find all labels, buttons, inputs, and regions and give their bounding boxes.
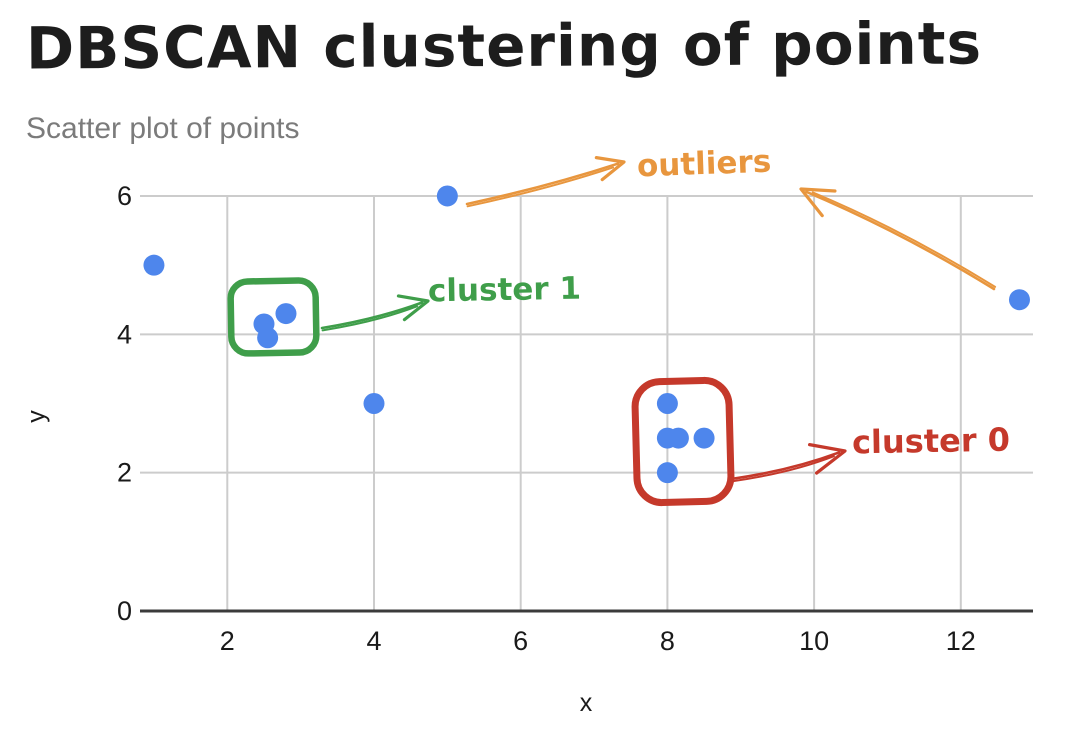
cluster1-arrow xyxy=(320,294,430,332)
scatter-points xyxy=(143,185,1030,484)
chart-subtitle: Scatter plot of points xyxy=(26,112,300,145)
data-point-cluster0 xyxy=(656,392,678,414)
y-tick-label: 4 xyxy=(117,319,132,349)
y-tick-label: 0 xyxy=(117,596,132,626)
cluster1-box xyxy=(227,277,320,357)
y-tick-label: 2 xyxy=(117,458,132,488)
data-point-cluster0 xyxy=(693,427,715,449)
x-tick-label: 2 xyxy=(220,626,235,656)
y-tick-label: 6 xyxy=(117,181,132,211)
data-point-cluster0 xyxy=(667,427,689,449)
annotation-label-cluster0: cluster 0 xyxy=(851,420,1011,462)
data-point-cluster0 xyxy=(656,462,678,484)
annotation-label-cluster1: cluster 1 xyxy=(427,270,582,310)
x-tick-label: 10 xyxy=(799,626,829,656)
tick-labels: 0 2 4 6 2 4 6 8 10 12 xyxy=(117,181,976,656)
data-point-cluster1 xyxy=(257,327,279,349)
cluster0-arrow xyxy=(729,443,847,483)
data-point-none xyxy=(363,392,385,414)
x-axis-title: x xyxy=(579,689,593,717)
cluster0-box xyxy=(631,376,735,507)
annotation-label-outliers: outliers xyxy=(636,143,772,185)
data-point-outlier xyxy=(436,185,458,207)
y-axis-title: y xyxy=(22,410,51,423)
data-point-cluster1 xyxy=(275,303,297,325)
data-point-outlier xyxy=(143,254,165,276)
data-point-outlier xyxy=(1008,289,1030,311)
outlier-arrow-left xyxy=(465,156,626,208)
x-tick-label: 6 xyxy=(513,626,528,656)
x-tick-label: 8 xyxy=(660,626,675,656)
x-tick-label: 4 xyxy=(366,626,381,656)
gridlines xyxy=(140,194,1033,611)
x-tick-label: 12 xyxy=(946,626,976,656)
outlier-arrow-right xyxy=(799,187,997,291)
